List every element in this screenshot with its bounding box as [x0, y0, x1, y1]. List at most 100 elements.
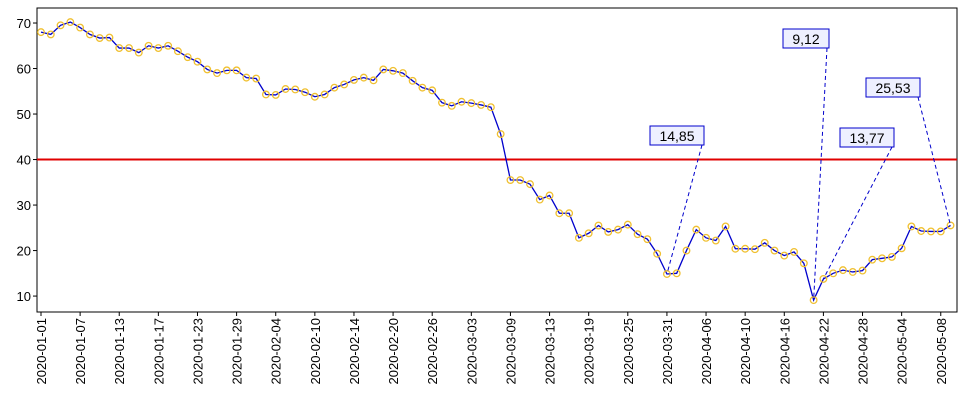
marker [594, 221, 603, 230]
marker [37, 28, 45, 37]
marker [868, 255, 877, 264]
marker [887, 252, 896, 261]
marker [711, 236, 720, 245]
annotation-box [649, 125, 705, 146]
marker [350, 75, 358, 84]
marker [164, 41, 173, 50]
y-tick-label: 20 [17, 244, 31, 259]
marker [809, 296, 818, 305]
marker [829, 269, 838, 278]
marker [467, 99, 476, 108]
y-tick-label: 40 [17, 153, 31, 168]
marker [271, 90, 280, 99]
x-tick-label: 2020-03-19 [582, 318, 597, 385]
marker [252, 74, 261, 83]
x-tick-label: 2020-05-08 [934, 318, 949, 385]
marker [144, 41, 153, 50]
marker [193, 57, 202, 66]
marker [242, 73, 251, 82]
x-tick-label: 2020-05-04 [895, 318, 910, 385]
marker [897, 244, 906, 253]
marker [584, 229, 593, 238]
x-tick-label: 2020-03-03 [464, 318, 479, 385]
marker [115, 44, 124, 52]
marker [604, 227, 613, 236]
x-tick-label: 2020-03-31 [660, 318, 675, 385]
marker [780, 251, 789, 260]
marker [702, 233, 710, 242]
y-tick-label: 30 [17, 198, 31, 213]
marker [643, 235, 652, 244]
marker [438, 98, 446, 107]
marker [692, 225, 701, 234]
marker [750, 245, 759, 254]
marker [614, 225, 622, 234]
marker [516, 176, 525, 184]
marker [66, 18, 75, 27]
marker [927, 227, 935, 236]
x-tick-label: 2020-01-23 [190, 318, 205, 385]
annotation-box [839, 127, 895, 148]
marker [858, 266, 867, 275]
marker [134, 48, 143, 57]
x-tick-label: 2020-03-09 [503, 318, 518, 385]
marker [105, 33, 114, 42]
marker [721, 222, 730, 231]
x-tick-label: 2020-04-06 [699, 318, 714, 385]
marker [848, 268, 857, 276]
marker [85, 30, 94, 39]
marker [506, 176, 515, 184]
x-tick-label: 2020-04-10 [738, 318, 753, 385]
annotation-label: 9,12 [792, 31, 819, 47]
marker [682, 246, 691, 255]
marker [731, 244, 740, 253]
marker [301, 88, 310, 97]
marker [76, 23, 85, 32]
marker [790, 247, 799, 256]
x-tick-label: 2020-02-04 [269, 318, 284, 385]
x-tick-label: 2020-03-25 [621, 318, 636, 385]
annotation-leader [813, 47, 828, 301]
annotation-box [782, 28, 830, 49]
marker [770, 246, 779, 255]
annotation-leader [666, 144, 703, 275]
marker [633, 230, 642, 239]
marker [496, 130, 505, 139]
marker [418, 83, 427, 92]
marker [672, 269, 681, 278]
marker [261, 90, 270, 99]
marker [222, 66, 231, 75]
marker [330, 83, 339, 92]
marker [936, 227, 945, 236]
marker [760, 238, 769, 247]
marker [46, 30, 55, 39]
marker [526, 180, 534, 189]
marker [183, 53, 192, 62]
marker [379, 65, 388, 74]
x-tick-label: 2020-02-20 [386, 318, 401, 385]
y-tick-label: 10 [17, 289, 31, 304]
marker [203, 65, 212, 74]
marker [56, 21, 65, 30]
marker [555, 209, 564, 218]
marker [623, 220, 632, 229]
y-tick-label: 60 [17, 62, 31, 77]
marker [359, 73, 368, 82]
marker [320, 90, 329, 99]
marker [95, 34, 104, 42]
marker [398, 69, 407, 78]
marker [819, 274, 828, 283]
x-tick-label: 2020-02-26 [425, 318, 440, 385]
x-tick-label: 2020-04-16 [777, 318, 792, 385]
marker [408, 76, 417, 85]
marker [907, 222, 916, 231]
annotation-label: 14,85 [659, 128, 694, 144]
marker [486, 103, 495, 112]
marker [281, 85, 290, 93]
y-tick-label: 70 [17, 16, 31, 31]
y-tick-label: 50 [17, 107, 31, 122]
marker [173, 47, 182, 56]
annotation-box [865, 77, 921, 98]
marker [799, 259, 808, 268]
